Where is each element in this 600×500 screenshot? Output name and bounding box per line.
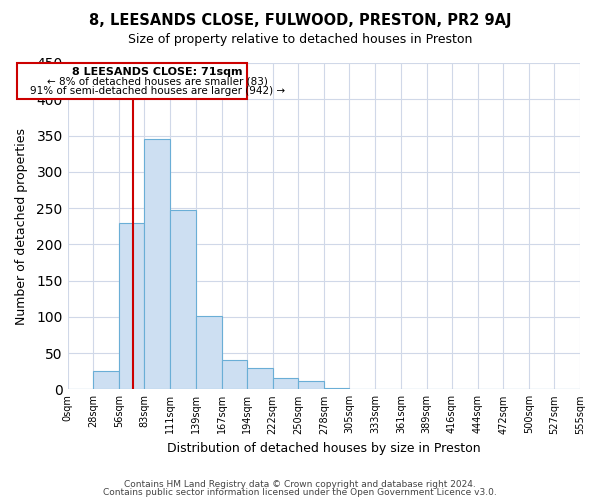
Bar: [144, 139, 170, 390]
Bar: [94, 371, 119, 390]
Text: 91% of semi-detached houses are larger (942) →: 91% of semi-detached houses are larger (…: [29, 86, 284, 97]
Y-axis label: Number of detached properties: Number of detached properties: [15, 128, 28, 324]
Text: Size of property relative to detached houses in Preston: Size of property relative to detached ho…: [128, 32, 472, 46]
Bar: [298, 382, 324, 390]
Bar: [272, 378, 298, 390]
X-axis label: Distribution of detached houses by size in Preston: Distribution of detached houses by size …: [167, 442, 481, 455]
Bar: [222, 360, 247, 390]
Bar: [119, 222, 144, 390]
Bar: [170, 210, 196, 390]
Bar: [247, 368, 272, 390]
Text: Contains public sector information licensed under the Open Government Licence v3: Contains public sector information licen…: [103, 488, 497, 497]
Bar: [324, 388, 349, 390]
Text: 8 LEESANDS CLOSE: 71sqm: 8 LEESANDS CLOSE: 71sqm: [72, 67, 242, 77]
Text: ← 8% of detached houses are smaller (83): ← 8% of detached houses are smaller (83): [47, 77, 268, 87]
Text: 8, LEESANDS CLOSE, FULWOOD, PRESTON, PR2 9AJ: 8, LEESANDS CLOSE, FULWOOD, PRESTON, PR2…: [89, 12, 511, 28]
Bar: [17, 63, 247, 100]
Text: Contains HM Land Registry data © Crown copyright and database right 2024.: Contains HM Land Registry data © Crown c…: [124, 480, 476, 489]
Bar: [196, 316, 222, 390]
